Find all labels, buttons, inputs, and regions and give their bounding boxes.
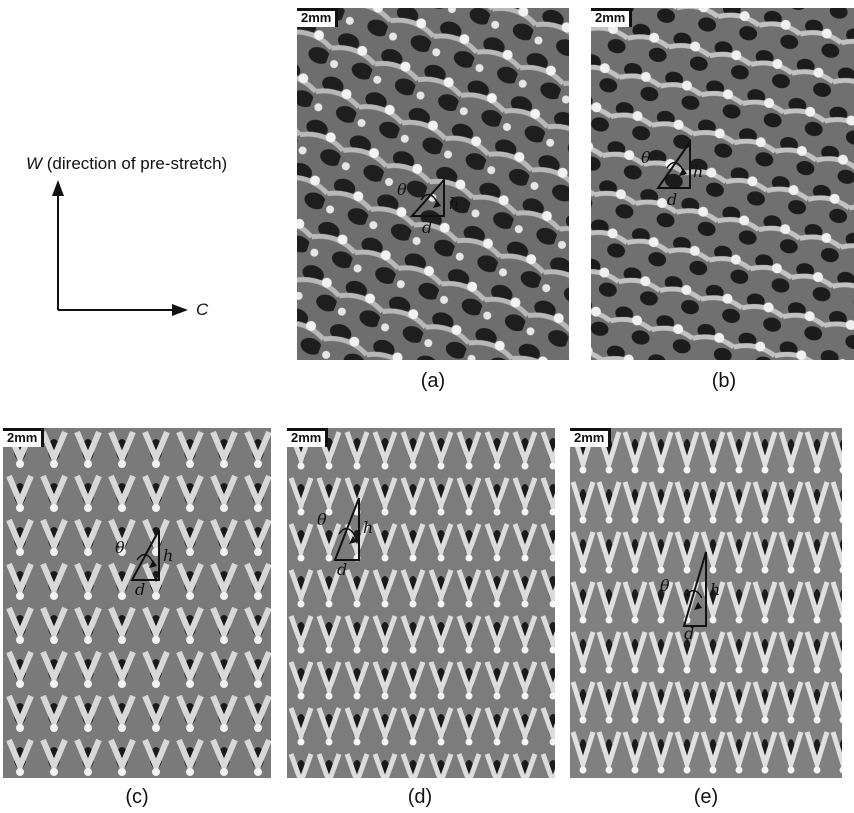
axes-arrows [52,180,188,316]
h-label: h [363,518,374,537]
fabric-texture [591,8,854,360]
h-label: h [449,194,460,213]
fabric-texture [297,8,569,360]
h-label: h [710,580,721,599]
scale-bar: 2mm [297,8,339,27]
fabric-texture [3,428,271,778]
micrograph-panel-d: 2mm θ h d [287,428,555,778]
d-label: d [667,190,678,209]
micrograph-panel-e: 2mm θ h d [570,428,842,778]
theta-label: θ [397,180,407,199]
scale-bar: 2mm [591,8,633,27]
scale-bar: 2mm [570,428,612,447]
theta-label: θ [641,148,651,167]
d-label: d [422,218,433,237]
direction-axes-diagram: W (direction of pre-stretch) C [20,150,260,330]
theta-label: θ [317,510,327,529]
d-label: d [684,624,695,643]
theta-label: θ [660,576,670,595]
d-label: d [337,560,348,579]
horizontal-axis-label: C [196,300,209,319]
micrograph-panel-b: 2mm θ h d [591,8,854,360]
caption-d: (d) [407,786,433,808]
h-label: h [163,546,174,565]
micrograph-panel-c: 2mm θ h d [3,428,271,778]
scale-bar: 2mm [287,428,329,447]
caption-c: (c) [125,786,149,808]
fabric-texture [287,428,555,778]
h-label: h [693,162,704,181]
theta-label: θ [115,538,125,557]
caption-a: (a) [420,370,446,392]
caption-b: (b) [711,370,737,392]
d-label: d [135,580,146,599]
vertical-axis-label: W (direction of pre-stretch) [26,154,228,173]
micrograph-panel-a: 2mm θ h d [297,8,569,360]
caption-e: (e) [693,786,719,808]
scale-bar: 2mm [3,428,45,447]
